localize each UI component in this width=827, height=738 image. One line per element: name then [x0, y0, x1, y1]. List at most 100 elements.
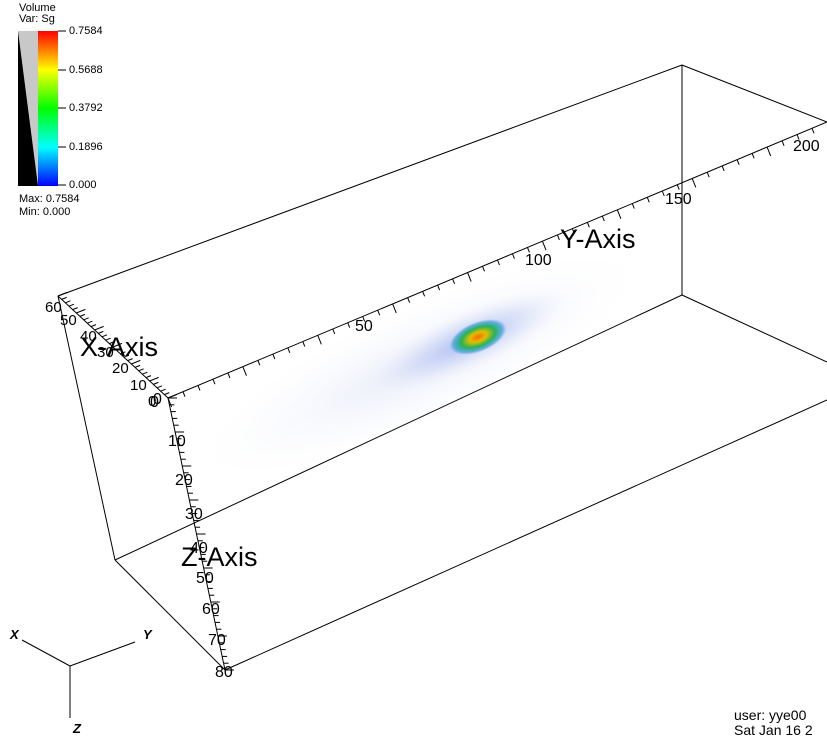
- z-tick-label: 50: [196, 570, 214, 587]
- tick-mark: [197, 385, 201, 391]
- tick-mark: [467, 272, 472, 282]
- z-tick-label: 70: [208, 632, 226, 649]
- tick-mark: [646, 197, 650, 203]
- legend-min: Min: 0.000: [19, 206, 71, 218]
- tick-mark: [116, 347, 122, 351]
- footer-user: user: yye00: [734, 707, 807, 723]
- tick-mark: [72, 307, 78, 311]
- y-tick-label: 0: [153, 391, 162, 408]
- tick-mark: [482, 266, 485, 272]
- tick-mark: [721, 165, 725, 172]
- tick-mark: [98, 330, 104, 334]
- colorbar-tick-label: 0.5688: [69, 64, 103, 76]
- tick-mark: [586, 222, 590, 228]
- colorbar-tick-label: 0.3792: [69, 102, 103, 114]
- tick-mark: [302, 341, 306, 347]
- tick-mark: [766, 146, 772, 157]
- tick-mark: [526, 247, 530, 253]
- tick-mark: [676, 184, 680, 190]
- tick-mark: [120, 351, 126, 355]
- triad-z-label: Z: [72, 721, 82, 736]
- tick-mark: [691, 178, 697, 188]
- tick-mark: [61, 296, 67, 300]
- tick-mark: [422, 291, 426, 297]
- tick-mark: [142, 371, 148, 375]
- tick-mark: [781, 140, 785, 147]
- tick-mark: [79, 313, 86, 317]
- tick-mark: [272, 353, 276, 360]
- x-tick-label: 60: [45, 299, 62, 316]
- z-tick-label: 40: [190, 540, 208, 557]
- colorbar-tick-label: 0.000: [69, 179, 97, 191]
- tick-mark: [90, 324, 97, 328]
- legend-title: Volume: [19, 2, 56, 14]
- tick-mark: [287, 347, 291, 354]
- tick-mark: [437, 284, 441, 291]
- tick-mark: [134, 364, 141, 368]
- x-tick-label: 30: [97, 344, 114, 361]
- z-tick-label: 20: [175, 472, 193, 489]
- tick-mark: [571, 228, 575, 234]
- x-axis-ticks: [57, 291, 178, 399]
- tick-mark: [83, 317, 89, 321]
- tick-mark: [392, 303, 397, 314]
- tick-mark: [227, 372, 231, 379]
- tick-mark: [497, 259, 500, 266]
- tick-mark: [153, 381, 159, 385]
- tick-mark: [65, 300, 71, 304]
- tick-mark: [736, 159, 740, 165]
- tick-mark: [362, 316, 366, 322]
- tick-mark: [377, 309, 381, 316]
- x-tick-label: 40: [80, 328, 97, 345]
- tick-mark: [131, 359, 141, 365]
- colorbar-tick-label: 0.1896: [69, 141, 103, 153]
- tick-mark: [164, 392, 170, 396]
- triad-y-label: Y: [143, 627, 153, 642]
- tick-mark: [332, 328, 336, 335]
- tick-mark: [109, 341, 115, 345]
- tick-mark: [601, 215, 605, 222]
- tick-mark: [796, 134, 800, 140]
- tick-mark: [68, 303, 75, 307]
- tick-mark: [156, 385, 163, 389]
- tick-mark: [112, 342, 123, 348]
- z-tick-label: 0: [150, 394, 159, 411]
- tick-mark: [751, 153, 755, 159]
- z-tick-label: 60: [202, 601, 220, 618]
- y-tick-label: 100: [525, 252, 552, 269]
- tick-mark: [212, 378, 216, 385]
- tick-mark: [57, 291, 68, 297]
- orientation-triad: [21, 639, 136, 718]
- y-axis-title: Y-Axis: [560, 224, 636, 254]
- volume-plume: [199, 253, 641, 477]
- footer-date: Sat Jan 16 2: [734, 722, 813, 738]
- tick-mark: [105, 337, 111, 341]
- tick-mark: [541, 240, 547, 251]
- tick-mark: [101, 334, 108, 338]
- tick-mark: [616, 209, 622, 220]
- z-axis-title: Z-Axis: [181, 542, 258, 572]
- triad-x-label: X: [9, 627, 20, 642]
- tick-mark: [706, 171, 710, 178]
- x-tick-label: 20: [112, 360, 129, 377]
- y-tick-label: 200: [793, 138, 820, 155]
- tick-mark: [317, 335, 322, 345]
- x-axis-title: X-Axis: [80, 332, 158, 362]
- x-tick-label: 0: [148, 393, 156, 410]
- y-tick-label: 50: [355, 318, 373, 335]
- tick-mark: [167, 397, 173, 408]
- tick-mark: [811, 128, 815, 134]
- colorbar-tick-label: 0.7584: [69, 25, 103, 37]
- tick-mark: [160, 388, 166, 392]
- tick-mark: [76, 308, 86, 314]
- tick-mark: [138, 368, 144, 372]
- tick-mark: [556, 234, 560, 241]
- tick-mark: [145, 375, 152, 379]
- tick-mark: [452, 278, 456, 285]
- y-tick-label: 150: [665, 191, 692, 208]
- legend-colorbar: [18, 30, 66, 186]
- tick-mark: [242, 366, 247, 376]
- legend-variable: Var: Sg: [19, 13, 55, 25]
- x-tick-label: 10: [130, 377, 147, 394]
